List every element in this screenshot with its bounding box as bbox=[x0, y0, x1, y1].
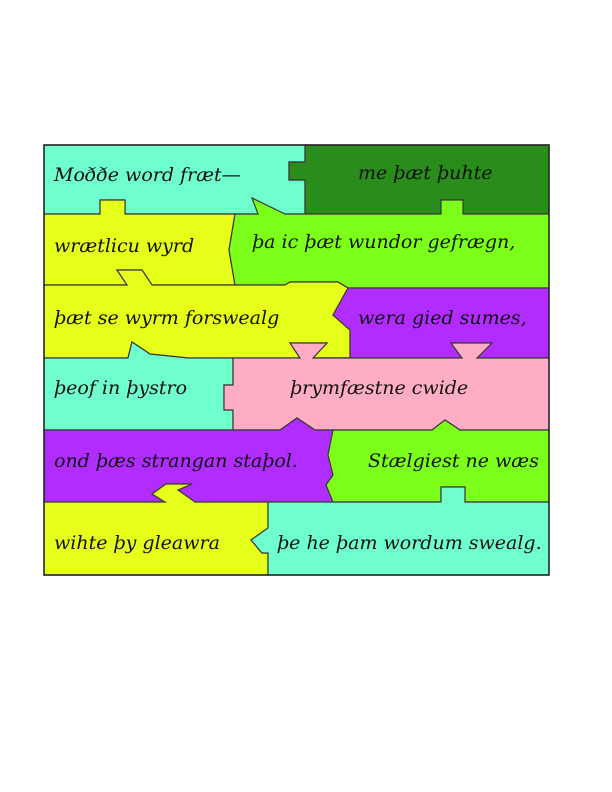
poem-line-12: þe he þam wordum swealg. bbox=[277, 532, 542, 554]
poem-line-5: þæt se wyrm forswealg bbox=[54, 307, 279, 329]
poem-line-1: Moððe word fræt— bbox=[53, 164, 241, 186]
poem-line-10: Stælgiest ne wæs bbox=[368, 450, 539, 472]
puzzle-frame bbox=[43, 144, 550, 576]
poem-line-11: wihte þy gleawra bbox=[54, 532, 220, 554]
poem-line-3: wrætlicu wyrd bbox=[54, 235, 194, 257]
poem-line-7: þeof in þystro bbox=[54, 377, 187, 399]
poem-line-6: wera gied sumes, bbox=[358, 307, 527, 329]
poem-line-8: þrymfæstne cwide bbox=[290, 377, 468, 399]
poem-line-9: ond þæs strangan staþol. bbox=[54, 450, 298, 472]
poem-line-2: me þæt þuhte bbox=[358, 162, 493, 184]
poem-line-4: þa ic þæt wundor gefrægn, bbox=[252, 231, 515, 253]
